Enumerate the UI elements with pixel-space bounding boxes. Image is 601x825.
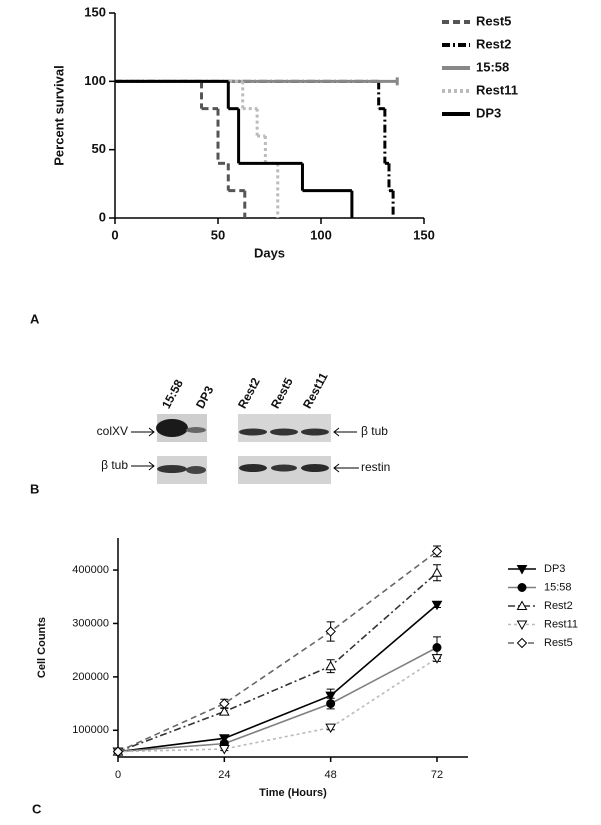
panel-label: A [30,311,40,326]
legend-label: Rest2 [476,36,511,51]
legend-label: 15:58 [544,581,572,593]
y-tick-label: 150 [84,4,106,19]
marker [325,626,336,637]
x-tick-label: 72 [431,769,443,781]
series-line [117,604,438,753]
y-tick-label: 0 [99,209,106,224]
x-tick-label: 100 [310,227,332,242]
band [270,428,298,436]
marker [431,546,443,557]
series-line [117,646,438,753]
marker [218,706,230,716]
band [186,427,206,433]
x-tick-label: 0 [111,227,118,242]
blot-panel [238,414,331,442]
chart: 0 50 100 150 0 50 100 150 Days Percent survival Re… [51,4,517,260]
band [157,465,187,473]
x-axis-label: Days [254,245,285,260]
panel-label: C [32,801,42,816]
legend-label: DP3 [476,105,501,120]
marker [516,637,528,649]
arrow [333,427,357,437]
marker [325,723,337,734]
marker [517,583,527,592]
band [186,466,206,474]
lane-label: 15:58 [159,377,186,411]
row-label: colXV [97,424,128,438]
legend-label: Rest11 [544,618,578,630]
marker [325,691,337,702]
legend-label: Rest2 [544,600,573,612]
series-line [117,657,438,753]
band [271,464,297,472]
y-tick-label: 100000 [72,724,109,736]
band [239,428,267,436]
marker [431,600,443,611]
y-tick-label: 50 [92,141,106,156]
y-axis-label: Cell Counts [36,617,48,678]
series-line [117,572,438,753]
lane-label: DP3 [193,383,216,410]
marker [112,746,124,757]
lane-label: Rest11 [300,370,331,411]
blot-bands [131,414,359,484]
marker [326,699,336,709]
y-tick-label: 400000 [72,564,109,576]
marker [431,567,443,577]
y-axis-label: Percent survival [51,65,66,165]
marker [516,600,528,610]
y-tick-label: 300000 [72,617,109,629]
band [301,428,329,436]
marker [431,654,443,664]
arrow [131,461,155,471]
legend-label: 15:58 [476,59,509,74]
row-label: β tub [361,424,388,438]
legend-label: DP3 [544,563,565,575]
marker [516,620,528,631]
band [301,464,329,472]
lane-label: Rest5 [268,375,296,411]
arrow [333,463,359,473]
x-tick-label: 50 [211,227,225,242]
marker [218,744,230,755]
marker [219,698,230,709]
x-tick-label: 0 [115,769,121,781]
chart: 0 24 48 72 100000 200000 300000 400000 Time (Hou… [36,538,578,799]
legend-label: Rest11 [476,82,518,97]
legend-label: Rest5 [544,637,573,649]
y-tick-label: 200000 [72,671,109,683]
x-axis-label: Time (Hours) [259,787,327,799]
x-tick-label: 24 [218,769,230,781]
marker [432,643,442,652]
panel-label: B [30,481,39,496]
band [156,419,188,437]
arrow [131,427,155,437]
row-label: restin [361,460,390,474]
series-line [117,550,438,753]
marker [218,734,230,744]
y-tick-label: 100 [84,73,106,88]
marker [516,565,528,575]
band [239,464,267,472]
x-tick-label: 150 [413,227,435,242]
row-label: β tub [101,458,128,472]
lane-label: Rest2 [235,375,263,411]
legend-label: Rest5 [476,13,511,28]
marker [325,660,337,671]
x-tick-label: 48 [325,769,337,781]
